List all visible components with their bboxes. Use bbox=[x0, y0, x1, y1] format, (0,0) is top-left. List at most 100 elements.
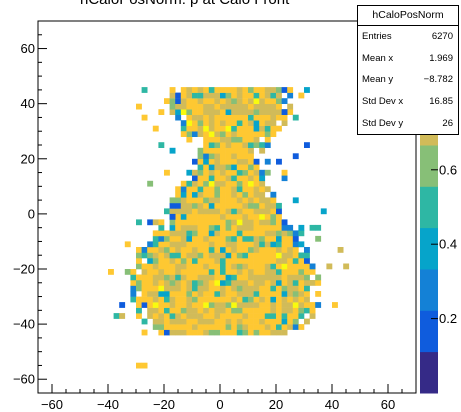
heatmap-cell bbox=[231, 280, 238, 286]
heatmap-cell bbox=[208, 202, 215, 209]
heatmap-cell bbox=[225, 109, 232, 115]
heatmap-cell bbox=[186, 247, 193, 253]
heatmap-cell bbox=[158, 291, 165, 297]
heatmap-cell bbox=[197, 213, 204, 220]
heatmap-cell bbox=[276, 224, 282, 231]
heatmap-cell bbox=[231, 329, 238, 336]
heatmap-cell bbox=[231, 302, 238, 308]
heatmap-cell bbox=[225, 263, 232, 270]
heatmap-cell bbox=[242, 169, 249, 176]
heatmap-cell bbox=[253, 313, 260, 319]
heatmap-cell bbox=[203, 164, 210, 171]
heatmap-cell bbox=[332, 302, 338, 308]
heatmap-cell bbox=[248, 274, 254, 281]
heatmap-cell bbox=[220, 142, 226, 148]
heatmap-cell bbox=[214, 158, 221, 165]
y-tick-label: 20 bbox=[21, 151, 35, 166]
heatmap-cell bbox=[276, 202, 282, 209]
heatmap-cell bbox=[220, 120, 226, 126]
heatmap-cell bbox=[248, 307, 254, 314]
heatmap-cell bbox=[248, 120, 254, 126]
heatmap-cell bbox=[164, 98, 170, 104]
heatmap-cell bbox=[270, 197, 277, 204]
heatmap-cell bbox=[225, 142, 232, 148]
heatmap-cell bbox=[180, 180, 187, 187]
heatmap-cell bbox=[236, 208, 243, 215]
heatmap-cell bbox=[158, 313, 165, 319]
heatmap-cell bbox=[236, 291, 243, 297]
heatmap-cell bbox=[259, 142, 266, 148]
heatmap-cell bbox=[169, 197, 176, 204]
heatmap-cell bbox=[225, 120, 232, 126]
heatmap-cell bbox=[203, 92, 210, 99]
heatmap-cell bbox=[220, 269, 226, 275]
heatmap-cell bbox=[253, 318, 260, 325]
heatmap-cell bbox=[208, 87, 215, 93]
heatmap-cell bbox=[292, 324, 299, 330]
heatmap-cell bbox=[236, 307, 243, 314]
heatmap-cell bbox=[192, 313, 198, 319]
heatmap-cell bbox=[158, 285, 165, 292]
heatmap-cell bbox=[141, 296, 148, 303]
heatmap-cell bbox=[309, 302, 316, 308]
heatmap-cell bbox=[292, 247, 299, 253]
heatmap-cell bbox=[292, 285, 299, 292]
heatmap-cell bbox=[141, 247, 148, 253]
heatmap-cell bbox=[225, 164, 232, 171]
heatmap-cell bbox=[242, 191, 249, 198]
x-tick-label: 20 bbox=[269, 397, 283, 412]
heatmap-cell bbox=[264, 235, 271, 242]
heatmap-cell bbox=[231, 219, 238, 226]
heatmap-cell bbox=[220, 296, 226, 303]
heatmap-cell bbox=[259, 87, 266, 93]
heatmap-cell bbox=[304, 263, 310, 270]
heatmap-cell bbox=[186, 318, 193, 325]
heatmap-cell bbox=[186, 241, 193, 248]
heatmap-cell bbox=[141, 114, 148, 121]
heatmap-cell bbox=[281, 318, 288, 325]
heatmap-cell bbox=[192, 274, 198, 281]
heatmap-cell bbox=[292, 252, 299, 259]
heatmap-cell bbox=[225, 252, 232, 259]
heatmap-cell bbox=[192, 224, 198, 231]
heatmap-cell bbox=[197, 296, 204, 303]
heatmap-cell bbox=[242, 103, 249, 110]
heatmap-cell bbox=[236, 318, 243, 325]
heatmap-cell bbox=[164, 269, 170, 275]
heatmap-cell bbox=[175, 269, 182, 275]
heatmap-cell bbox=[180, 92, 187, 99]
heatmap-cell bbox=[164, 169, 170, 176]
heatmap-cell bbox=[281, 114, 288, 121]
heatmap-cell bbox=[147, 180, 154, 187]
heatmap-cell bbox=[264, 313, 271, 319]
stats-value: 6270 bbox=[431, 31, 453, 42]
heatmap-cell bbox=[287, 258, 294, 264]
heatmap-cell bbox=[281, 269, 288, 275]
heatmap-cell bbox=[259, 131, 266, 137]
heatmap-cell bbox=[236, 164, 243, 171]
heatmap-cell bbox=[242, 175, 249, 182]
heatmap-cell bbox=[220, 241, 226, 248]
heatmap-cell bbox=[208, 302, 215, 308]
heatmap-cell bbox=[253, 136, 260, 143]
heatmap-cell bbox=[147, 302, 154, 308]
heatmap-cell bbox=[264, 120, 271, 126]
heatmap-cell bbox=[214, 202, 221, 209]
heatmap-cell bbox=[203, 147, 210, 154]
heatmap-cell bbox=[186, 313, 193, 319]
heatmap-cell bbox=[192, 197, 198, 204]
heatmap-cell bbox=[220, 318, 226, 325]
heatmap-cell bbox=[225, 219, 232, 226]
heatmap-cell bbox=[164, 285, 170, 292]
heatmap-cell bbox=[186, 252, 193, 259]
heatmap-cell bbox=[208, 252, 215, 259]
heatmap-cell bbox=[253, 103, 260, 110]
heatmap-cell bbox=[203, 202, 210, 209]
heatmap-cell bbox=[236, 114, 243, 121]
heatmap-cell bbox=[292, 280, 299, 286]
heatmap-cell bbox=[231, 158, 238, 165]
heatmap-cell bbox=[124, 241, 131, 248]
heatmap-cell bbox=[242, 87, 249, 93]
heatmap-cell bbox=[208, 269, 215, 275]
heatmap-cell bbox=[208, 147, 215, 154]
